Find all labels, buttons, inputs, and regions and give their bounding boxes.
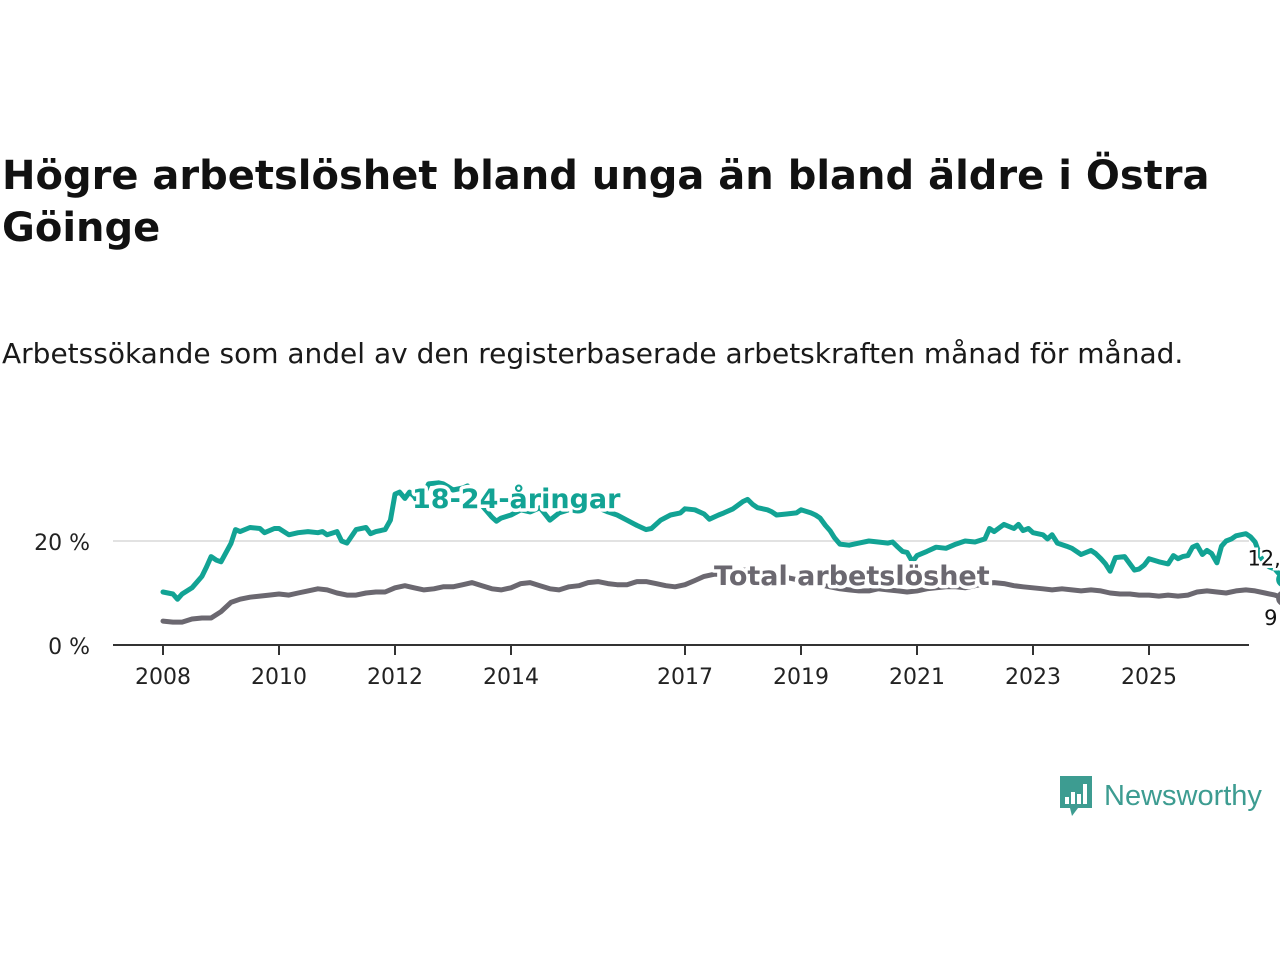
series-line-total bbox=[160, 567, 1280, 625]
x-tick-label: 2023 bbox=[1005, 665, 1061, 690]
series-label-total: Total arbetslöshet bbox=[714, 561, 990, 592]
x-tick-label: 2019 bbox=[773, 665, 829, 690]
x-tick-label: 2012 bbox=[367, 665, 423, 690]
newsworthy-logo: Newsworthy bbox=[1058, 774, 1262, 818]
x-tick-label: 2021 bbox=[889, 665, 945, 690]
series-line-youth bbox=[160, 480, 1280, 602]
chart-title: Högre arbetslöshet bland unga än bland ä… bbox=[2, 153, 1210, 251]
series-label-youth: 18-24-åringar bbox=[412, 483, 621, 515]
x-tick-label: 2014 bbox=[483, 665, 539, 690]
x-tick-label: 2010 bbox=[251, 665, 307, 690]
end-label-youth: 12,6 % bbox=[1247, 546, 1280, 570]
y-tick-label: 0 % bbox=[48, 635, 90, 660]
y-tick-label: 20 % bbox=[34, 531, 90, 556]
x-tick-label: 2017 bbox=[657, 665, 713, 690]
newsworthy-logo-icon bbox=[1060, 776, 1092, 816]
end-point-youth bbox=[1276, 572, 1280, 587]
x-tick-label: 2008 bbox=[135, 665, 191, 690]
x-tick-label: 2025 bbox=[1121, 665, 1177, 690]
newsworthy-logo-text: Newsworthy bbox=[1104, 779, 1262, 812]
chart-subtitle: Arbetssökande som andel av den registerb… bbox=[2, 337, 1184, 370]
end-label-total: 9 % bbox=[1264, 606, 1280, 630]
end-point-total bbox=[1276, 591, 1280, 606]
